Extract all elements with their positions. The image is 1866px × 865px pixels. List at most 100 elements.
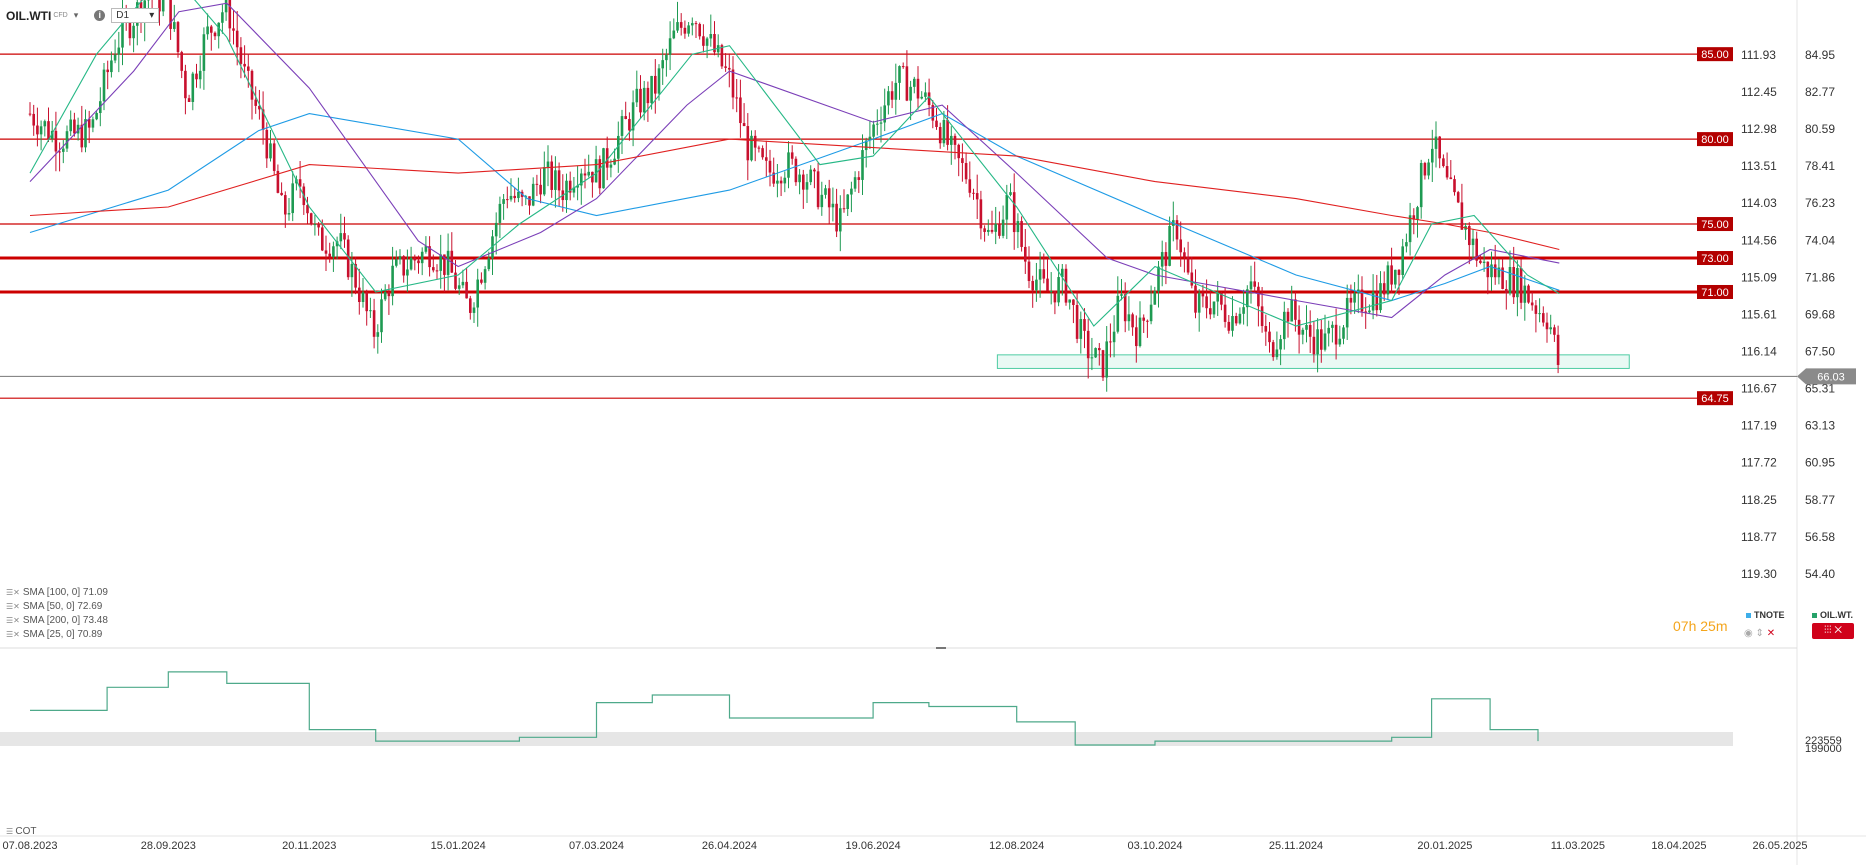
- candle[interactable]: [650, 75, 653, 104]
- candle[interactable]: [924, 92, 927, 97]
- candle[interactable]: [1360, 289, 1364, 312]
- sma-line[interactable]: [29, 2, 1560, 319]
- candle[interactable]: [750, 135, 753, 161]
- candle[interactable]: [272, 143, 276, 171]
- candle[interactable]: [1286, 311, 1290, 322]
- candle[interactable]: [1253, 281, 1256, 287]
- candle[interactable]: [1001, 219, 1005, 236]
- candle[interactable]: [1064, 268, 1068, 303]
- candle[interactable]: [905, 66, 909, 101]
- candle[interactable]: [894, 82, 898, 100]
- candle[interactable]: [1160, 252, 1164, 267]
- level-badge[interactable]: [1697, 217, 1733, 232]
- candle[interactable]: [1220, 293, 1223, 305]
- candle[interactable]: [1516, 268, 1519, 298]
- candle[interactable]: [1453, 179, 1456, 193]
- candle[interactable]: [1164, 252, 1168, 266]
- candle[interactable]: [1027, 261, 1031, 282]
- candle[interactable]: [261, 109, 265, 130]
- candle[interactable]: [598, 159, 602, 189]
- candle[interactable]: [635, 88, 639, 103]
- candle[interactable]: [284, 195, 287, 215]
- candle[interactable]: [853, 177, 857, 189]
- candle[interactable]: [691, 23, 694, 26]
- settings-icon[interactable]: ☰✕: [6, 588, 20, 597]
- candle[interactable]: [1519, 268, 1523, 303]
- candle[interactable]: [1486, 261, 1490, 278]
- candle[interactable]: [665, 54, 668, 61]
- candle[interactable]: [746, 126, 750, 161]
- candle[interactable]: [1508, 267, 1512, 294]
- candle[interactable]: [350, 263, 354, 278]
- candle[interactable]: [739, 97, 742, 124]
- candle[interactable]: [50, 130, 54, 139]
- candle[interactable]: [1194, 285, 1197, 313]
- candle[interactable]: [950, 135, 953, 145]
- candle[interactable]: [1012, 192, 1016, 233]
- candle[interactable]: [73, 119, 76, 134]
- candle[interactable]: [232, 28, 235, 31]
- candle[interactable]: [1016, 221, 1020, 233]
- candle[interactable]: [983, 228, 986, 232]
- candle[interactable]: [221, 12, 224, 23]
- candle[interactable]: [36, 125, 39, 135]
- candle[interactable]: [1394, 269, 1397, 285]
- candle[interactable]: [683, 27, 687, 34]
- candle[interactable]: [173, 22, 176, 29]
- candle[interactable]: [1553, 327, 1556, 335]
- candle[interactable]: [380, 299, 383, 333]
- candle[interactable]: [80, 124, 84, 148]
- candle[interactable]: [1127, 314, 1131, 322]
- candle[interactable]: [1005, 194, 1009, 220]
- candle[interactable]: [1257, 286, 1260, 307]
- candle[interactable]: [198, 70, 202, 80]
- candle[interactable]: [1549, 327, 1552, 330]
- candle[interactable]: [1149, 304, 1153, 322]
- candle[interactable]: [1186, 256, 1190, 273]
- candle[interactable]: [1445, 166, 1449, 178]
- candle[interactable]: [1368, 310, 1371, 313]
- candle[interactable]: [258, 105, 261, 110]
- candle[interactable]: [1456, 192, 1460, 203]
- candle[interactable]: [1431, 148, 1434, 163]
- candle[interactable]: [927, 92, 931, 106]
- candle[interactable]: [1168, 225, 1171, 266]
- candle[interactable]: [106, 69, 109, 73]
- candle[interactable]: [1090, 357, 1094, 359]
- candle[interactable]: [1353, 293, 1356, 303]
- candle[interactable]: [987, 229, 990, 232]
- candle[interactable]: [953, 135, 957, 145]
- candle[interactable]: [839, 208, 842, 232]
- candle[interactable]: [1042, 269, 1046, 279]
- candle[interactable]: [1390, 265, 1393, 285]
- candle[interactable]: [491, 236, 494, 259]
- candle[interactable]: [942, 119, 946, 144]
- candle[interactable]: [842, 208, 846, 210]
- candle[interactable]: [110, 60, 113, 73]
- candle[interactable]: [642, 87, 646, 113]
- candle[interactable]: [313, 224, 317, 226]
- candle[interactable]: [1397, 269, 1401, 275]
- candle[interactable]: [420, 251, 424, 264]
- candle[interactable]: [372, 310, 376, 337]
- candle[interactable]: [1490, 264, 1493, 278]
- candle[interactable]: [731, 69, 735, 98]
- candle[interactable]: [321, 227, 324, 251]
- candle[interactable]: [583, 173, 587, 176]
- candle[interactable]: [657, 68, 661, 94]
- candle[interactable]: [358, 287, 361, 303]
- candle[interactable]: [1105, 341, 1108, 378]
- candle[interactable]: [776, 180, 779, 184]
- candle[interactable]: [443, 254, 446, 275]
- candle[interactable]: [879, 122, 883, 124]
- candle[interactable]: [661, 60, 664, 69]
- candle[interactable]: [735, 97, 738, 99]
- oil-settings-button[interactable]: ⫶⫶⫶ ✕: [1812, 623, 1854, 639]
- current-price-badge[interactable]: [1797, 368, 1856, 385]
- candle[interactable]: [872, 124, 875, 137]
- candle[interactable]: [1183, 252, 1186, 257]
- candle[interactable]: [517, 191, 520, 199]
- candle[interactable]: [805, 182, 809, 190]
- candle[interactable]: [158, 0, 161, 12]
